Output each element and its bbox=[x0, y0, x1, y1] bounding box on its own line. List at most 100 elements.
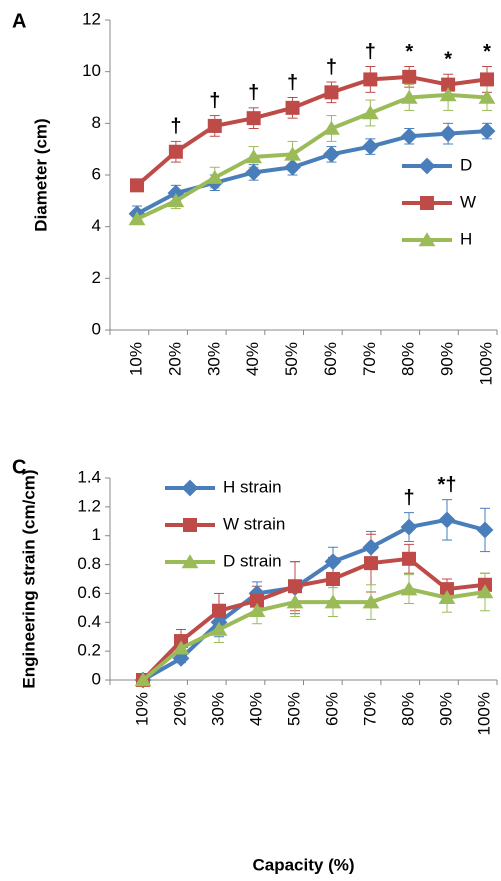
data-point bbox=[324, 553, 342, 571]
significance-mark: † bbox=[365, 41, 376, 63]
legend-marker bbox=[183, 518, 197, 532]
data-point bbox=[400, 89, 418, 104]
data-point bbox=[438, 511, 456, 529]
y-tick-label: 2 bbox=[92, 268, 101, 287]
legend-label: D bbox=[460, 155, 472, 174]
y-tick-label: 0.2 bbox=[77, 641, 101, 660]
x-tick-label: 30% bbox=[204, 342, 223, 376]
data-point bbox=[361, 138, 379, 155]
data-point bbox=[323, 145, 340, 163]
panel-label: C bbox=[12, 456, 26, 478]
data-point bbox=[362, 538, 380, 556]
data-point bbox=[476, 521, 494, 539]
data-point bbox=[400, 581, 418, 596]
x-tick-label: 70% bbox=[360, 342, 379, 376]
data-point bbox=[250, 593, 264, 608]
data-point bbox=[134, 672, 152, 687]
y-tick-label: 12 bbox=[82, 9, 101, 28]
x-tick-label: 10% bbox=[126, 342, 145, 376]
data-point bbox=[480, 72, 494, 87]
y-axis-title: Diameter (cm) bbox=[31, 118, 50, 231]
legend-marker bbox=[418, 157, 436, 175]
data-point bbox=[284, 146, 301, 161]
x-tick-label: 60% bbox=[322, 692, 341, 726]
data-point bbox=[363, 72, 378, 87]
data-point bbox=[206, 169, 224, 184]
legend-label: W bbox=[460, 192, 476, 211]
data-point bbox=[168, 144, 183, 159]
x-tick-label: 80% bbox=[398, 692, 417, 726]
y-tick-label: 1 bbox=[92, 525, 101, 544]
x-tick-label: 40% bbox=[246, 692, 265, 726]
data-point bbox=[364, 556, 378, 571]
y-tick-label: 4 bbox=[92, 216, 101, 235]
data-point bbox=[440, 582, 454, 597]
series-line bbox=[135, 74, 488, 187]
data-point bbox=[400, 127, 418, 145]
data-point bbox=[207, 118, 222, 133]
significance-mark: † bbox=[209, 90, 220, 112]
data-point bbox=[245, 149, 263, 164]
significance-mark: † bbox=[287, 72, 298, 94]
significance-mark: * bbox=[444, 49, 452, 71]
x-tick-label: 40% bbox=[243, 342, 262, 376]
x-tick-label: 100% bbox=[476, 342, 495, 385]
significance-mark: † bbox=[170, 116, 181, 138]
series-line bbox=[142, 517, 486, 682]
data-point bbox=[324, 594, 342, 609]
y-tick-label: 8 bbox=[92, 113, 101, 132]
y-tick-label: 0 bbox=[92, 669, 101, 688]
x-tick-label: 60% bbox=[321, 342, 340, 376]
data-point bbox=[286, 594, 304, 609]
data-point bbox=[167, 193, 185, 208]
x-tick-label: 20% bbox=[165, 342, 184, 376]
y-tick-label: 0 bbox=[92, 319, 101, 338]
series-line bbox=[141, 587, 486, 682]
data-point bbox=[128, 211, 146, 226]
data-point bbox=[172, 640, 190, 655]
legend-marker bbox=[418, 232, 436, 247]
legend-label: H strain bbox=[223, 477, 282, 496]
data-point bbox=[441, 77, 456, 92]
data-point bbox=[288, 579, 302, 594]
legend-label: H bbox=[460, 229, 472, 248]
legend-label: D strain bbox=[223, 551, 282, 570]
data-point bbox=[245, 164, 263, 181]
series-line bbox=[141, 556, 486, 682]
data-point bbox=[284, 158, 301, 176]
x-tick-label: 20% bbox=[170, 692, 189, 726]
data-point bbox=[402, 551, 416, 566]
y-tick-label: 6 bbox=[92, 164, 101, 183]
data-point bbox=[248, 603, 266, 618]
data-point bbox=[361, 105, 379, 120]
data-point bbox=[476, 584, 494, 599]
data-point bbox=[478, 89, 496, 104]
y-tick-label: 10 bbox=[82, 61, 101, 80]
significance-mark: † bbox=[248, 82, 259, 104]
data-point bbox=[210, 621, 228, 636]
data-point bbox=[167, 184, 185, 202]
x-tick-label: 70% bbox=[360, 692, 379, 726]
significance-mark: *† bbox=[438, 474, 457, 496]
data-point bbox=[402, 69, 417, 84]
x-tick-label: 50% bbox=[282, 342, 301, 376]
x-tick-label: 10% bbox=[132, 692, 151, 726]
data-point bbox=[285, 100, 300, 115]
data-point bbox=[362, 594, 380, 609]
data-point bbox=[130, 178, 144, 193]
significance-mark: * bbox=[405, 41, 413, 63]
y-tick-label: 0.4 bbox=[77, 612, 101, 631]
y-tick-label: 0.8 bbox=[77, 554, 101, 573]
x-tick-label: 90% bbox=[436, 692, 455, 726]
x-tick-label: 30% bbox=[208, 692, 227, 726]
data-point bbox=[326, 572, 340, 586]
significance-mark: * bbox=[483, 41, 491, 63]
x-tick-label: 100% bbox=[474, 692, 493, 735]
x-tick-label: 80% bbox=[399, 342, 418, 376]
x-tick-label: 50% bbox=[284, 692, 303, 726]
x-tick-label: 90% bbox=[438, 342, 457, 376]
y-tick-label: 0.6 bbox=[77, 583, 101, 602]
data-point bbox=[439, 87, 457, 102]
x-axis-title: Capacity (%) bbox=[252, 855, 354, 874]
